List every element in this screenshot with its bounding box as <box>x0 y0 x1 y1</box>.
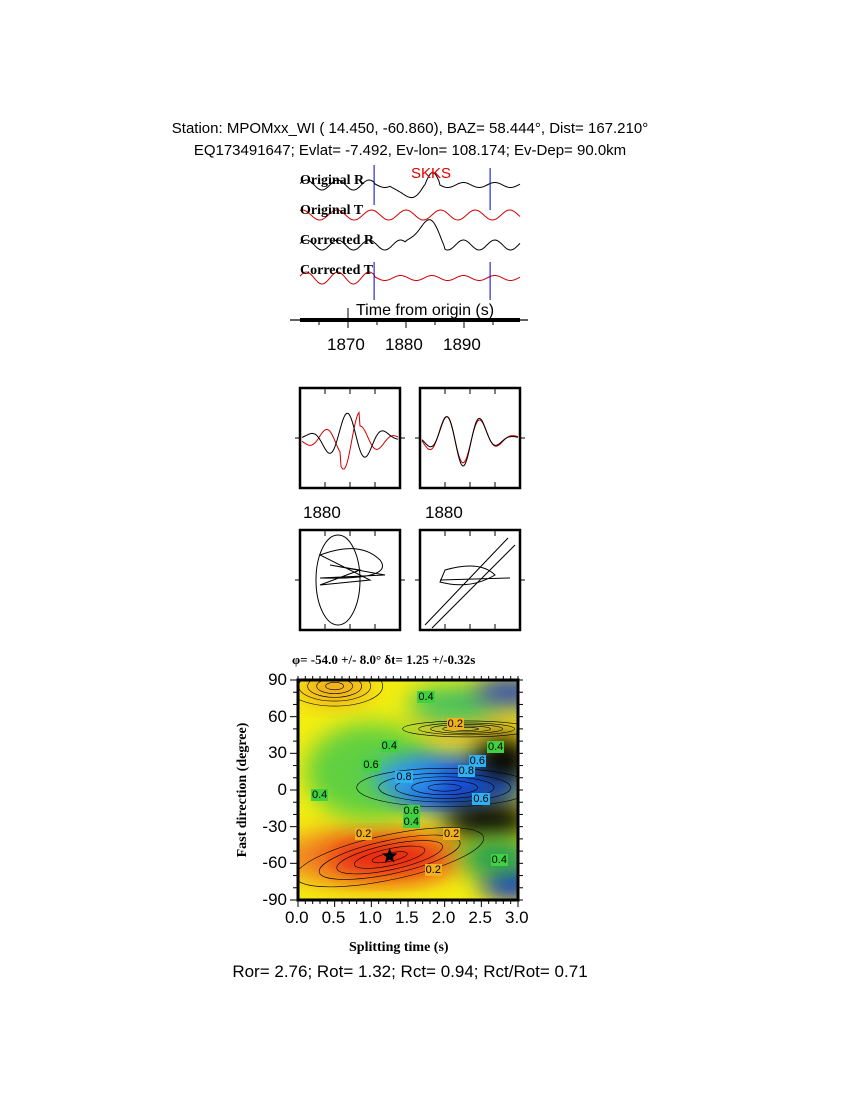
contour-color-region <box>474 680 518 707</box>
event-header: EQ173491647; Evlat= -7.492, Ev-lon= 108.… <box>193 142 627 159</box>
x-tick-label: 1.5 <box>395 908 419 927</box>
panel-frame <box>298 386 402 490</box>
x-tick-label: 3.0 <box>505 908 529 927</box>
contour-color-region <box>459 837 518 877</box>
trace-original-t <box>299 209 521 221</box>
y-tick-label: 60 <box>268 706 287 726</box>
contour-line <box>427 783 462 792</box>
trace-corrected-t <box>299 271 521 285</box>
best-fit-star-icon <box>382 848 398 863</box>
contour-line <box>354 845 426 869</box>
contour-line <box>336 840 443 875</box>
contour-line <box>316 680 353 694</box>
comparison-panels <box>295 386 525 632</box>
contour-label: 0.2 <box>443 828 461 841</box>
contour-label: 0.6 <box>468 754 486 767</box>
contour-line <box>378 772 511 803</box>
panel-tick-corrected: 1880 <box>425 503 463 522</box>
particle-motion-original-detail <box>318 548 386 586</box>
phase-label: SKKS <box>411 165 452 182</box>
station-header: Station: MPOMxx_WI ( 14.450, -60.860), B… <box>171 120 649 137</box>
contour-line <box>411 780 478 796</box>
time-tick-1890: 1890 <box>443 335 481 354</box>
particle-motion-corrected <box>424 537 516 629</box>
x-tick-label: 1.0 <box>358 908 382 927</box>
time-axis-label: Time from origin (s) <box>356 302 495 319</box>
panel-tick-original: 1880 <box>303 503 341 522</box>
contour-label: 0.4 <box>487 741 505 754</box>
contour-label: 0.4 <box>380 740 398 753</box>
contour-label: 0.8 <box>457 764 475 777</box>
contour-color-region <box>444 803 518 838</box>
trace-label-corrected-t: Corrected T <box>300 263 373 278</box>
trace-label-corrected-r: Corrected R <box>300 233 374 248</box>
y-tick-label: -60 <box>262 853 287 873</box>
y-tick-label: -30 <box>262 816 287 836</box>
energy-contour-map <box>298 680 518 900</box>
ratio-summary: Ror= 2.76; Rot= 1.32; Rct= 0.94; Rct/Rot… <box>232 962 588 981</box>
x-tick-label: 0.5 <box>321 908 346 927</box>
particle-motion-original <box>315 534 361 626</box>
contour-line <box>394 776 495 799</box>
contour-label: 0.8 <box>395 770 413 783</box>
contour-label: 0.6 <box>362 758 380 771</box>
y-axis-label: Fast direction (degree) <box>235 722 250 858</box>
contour-label: 0.4 <box>311 789 329 802</box>
time-tick-1870: 1870 <box>327 335 365 354</box>
contour-line <box>307 680 362 698</box>
original-radial <box>301 412 399 458</box>
contour-label: 0.6 <box>402 805 420 817</box>
contour-line <box>418 722 515 736</box>
panel-frame <box>418 386 522 490</box>
x-tick-label: 2.5 <box>468 908 492 927</box>
contour-label: 0.4 <box>417 691 435 704</box>
seismogram-panel <box>290 165 528 328</box>
contour-line <box>318 834 461 880</box>
x-tick-label: 2.0 <box>431 908 456 927</box>
y-tick-label: 30 <box>268 743 287 763</box>
contour-label: 0.4 <box>402 816 420 828</box>
contour-line <box>298 827 484 888</box>
y-tick-label: 90 <box>268 670 287 689</box>
y-tick-label: 0 <box>277 780 287 799</box>
trace-corrected-r <box>299 219 521 251</box>
trace-label-original-r: Original R <box>300 173 365 188</box>
original-transverse <box>301 411 399 470</box>
contour-label: 0.2 <box>446 718 464 731</box>
contour-label: 0.4 <box>490 853 508 866</box>
x-tick-label: 0.0 <box>285 908 309 927</box>
x-axis-label: Splitting time (s) <box>349 940 449 955</box>
contour-title: φ= -54.0 +/- 8.0° δt= 1.25 +/-0.32s <box>292 652 476 667</box>
contour-frame <box>290 676 523 907</box>
contour-line <box>325 682 344 691</box>
trace-label-original-t: Original T <box>300 203 364 218</box>
contour-label: 0.6 <box>472 792 490 805</box>
panel-frame <box>298 528 402 632</box>
contour-line <box>430 724 503 734</box>
trace-original-r <box>299 172 521 199</box>
time-tick-1880: 1880 <box>385 335 423 354</box>
y-tick-label: -90 <box>262 890 287 909</box>
contour-label: 0.2 <box>355 828 373 841</box>
corrected-radial <box>421 416 519 467</box>
contour-line <box>442 725 491 733</box>
contour-label: 0.2 <box>424 863 442 876</box>
contour-line <box>402 720 518 738</box>
contour-line <box>298 680 383 707</box>
contour-line <box>356 768 518 808</box>
contour-color-region <box>298 680 372 704</box>
